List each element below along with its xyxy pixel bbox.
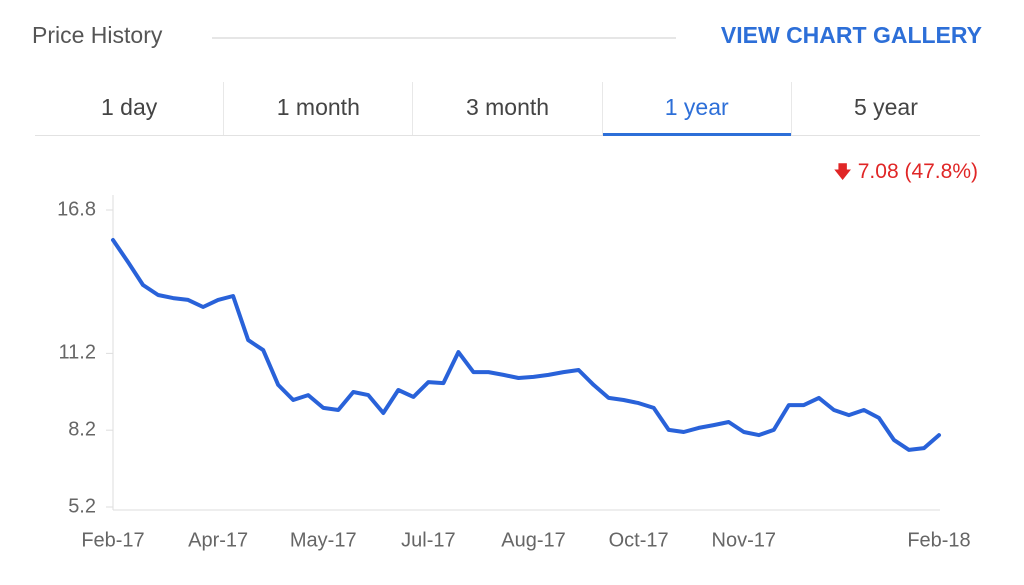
tab[interactable]: 3 month [413,82,603,135]
header-rule [212,37,676,39]
gallery-link[interactable]: VIEW CHART GALLERY [720,22,982,48]
tab[interactable]: 1 year [602,82,792,136]
tab-bar: 1 day 1 month 3 month 1 year 5 year [35,82,980,136]
change-text: 7.08 (47.8%) [857,160,978,183]
y-tick-label: 11.2 [59,342,96,364]
price-change: 🡇 7.08 (47.8%) [833,160,978,190]
section-title: Price History [32,22,163,48]
x-tick-label: Apr-17 [188,529,248,551]
price-line [111,238,941,452]
tab[interactable]: 5 year [853,94,918,120]
tab[interactable]: 1 month [224,82,414,135]
x-tick-label: Feb-17 [81,529,144,551]
x-tick-label: May-17 [290,529,357,551]
x-tick-label: Nov-17 [712,529,776,551]
x-tick-label: Jul-17 [401,529,455,551]
tab[interactable]: 1 day [35,82,225,135]
down-arrow: 🡇 [833,162,852,182]
x-tick-label: Aug-17 [501,529,566,551]
y-tick-label: 5.2 [68,495,96,517]
x-tick-label: Oct-17 [609,529,669,551]
y-tick-label: 16.8 [57,198,96,220]
y-tick-label: 8.2 [68,418,96,440]
x-tick-label: Feb-18 [907,529,970,551]
